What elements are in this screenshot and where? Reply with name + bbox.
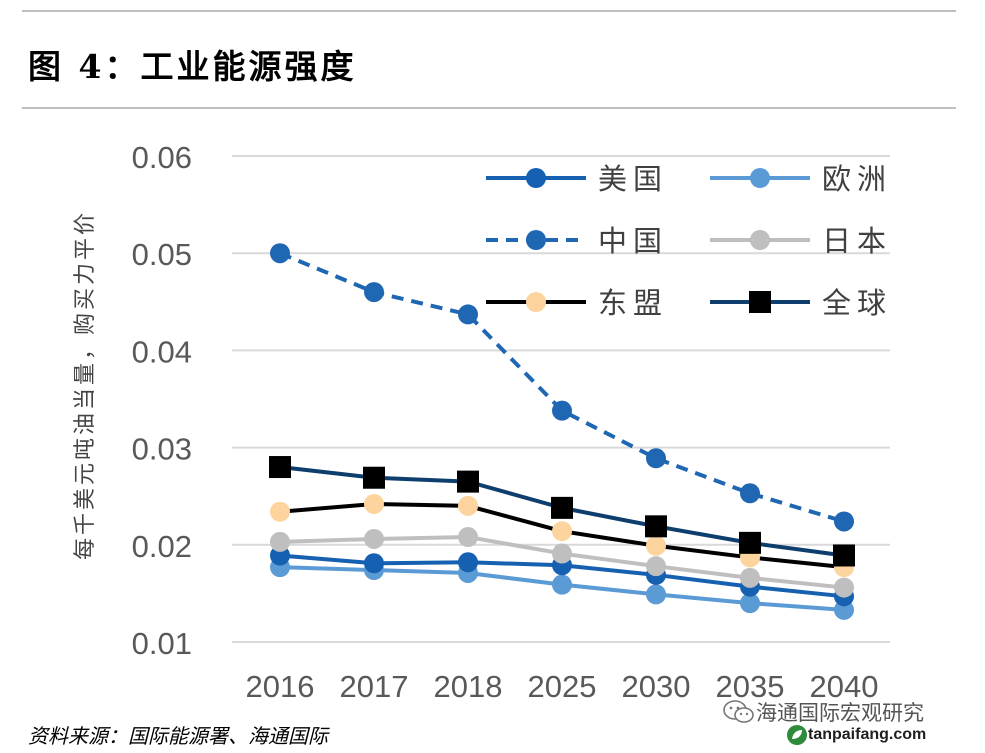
site-watermark: tanpaifang.com	[786, 724, 927, 746]
watermark: 海通国际宏观研究	[722, 695, 924, 729]
legend-item: 东盟	[486, 286, 668, 320]
x-tick-label: 2017	[340, 669, 409, 704]
data-point	[364, 553, 384, 574]
data-point	[457, 470, 479, 493]
series-lines	[269, 243, 855, 620]
legend-item: 全球	[710, 286, 892, 320]
y-tick-label: 0.06	[132, 140, 192, 175]
legend-label: 美国	[598, 162, 668, 196]
legend-label: 中国	[598, 224, 668, 258]
legend-item: 欧洲	[710, 162, 892, 196]
legend-label: 全球	[822, 286, 892, 320]
series-4	[270, 527, 854, 598]
data-point	[552, 400, 572, 421]
y-tick-label: 0.04	[132, 334, 192, 369]
y-tick-label: 0.01	[132, 626, 192, 661]
data-point	[364, 493, 384, 514]
wechat-icon	[723, 700, 754, 723]
legend-label: 东盟	[598, 286, 668, 320]
x-tick-label: 2040	[810, 669, 879, 704]
data-point	[364, 282, 384, 303]
series-6	[269, 456, 855, 567]
data-point	[551, 496, 573, 519]
data-point	[646, 556, 666, 577]
watermark-text: 海通国际宏观研究	[756, 701, 924, 725]
data-point	[646, 448, 666, 469]
x-tick-label: 2016	[246, 669, 315, 704]
data-point	[740, 483, 760, 504]
data-point	[646, 584, 666, 605]
figure-title: 图 4：工业能源强度	[28, 47, 357, 86]
data-point	[552, 543, 572, 564]
x-tick-label: 2030	[622, 669, 691, 704]
legend-item: 美国	[486, 162, 668, 196]
data-point	[552, 521, 572, 542]
legend-marker	[526, 168, 546, 188]
x-tick-label: 2025	[528, 669, 597, 704]
data-point	[740, 593, 760, 614]
data-point	[270, 243, 290, 264]
data-point	[552, 574, 572, 595]
legend-label: 日本	[822, 224, 892, 258]
data-point	[458, 527, 478, 548]
legend-marker	[749, 291, 771, 313]
data-point	[834, 577, 854, 598]
data-point	[740, 567, 760, 588]
legend-item: 中国	[486, 224, 668, 258]
data-point	[833, 544, 855, 567]
legend-item: 日本	[710, 224, 892, 258]
data-point	[458, 552, 478, 573]
data-point	[270, 501, 290, 522]
y-tick-label: 0.03	[132, 432, 192, 467]
data-point	[646, 535, 666, 556]
data-point	[363, 466, 385, 489]
series-3	[270, 243, 854, 532]
legend-marker	[750, 230, 770, 250]
x-axis-ticks: 2016 2017 2018 2025 2030 2035 2040	[246, 669, 879, 704]
legend-marker	[750, 168, 770, 188]
data-point	[269, 456, 291, 479]
x-tick-label: 2018	[434, 669, 503, 704]
data-point	[834, 511, 854, 532]
site-url: tanpaifang.com	[808, 726, 927, 743]
y-axis-ticks: 0.01 0.02 0.03 0.04 0.05 0.06	[132, 140, 192, 661]
y-tick-label: 0.02	[132, 529, 192, 564]
source-note: 资料来源：国际能源署、海通国际	[28, 724, 328, 748]
series-5	[270, 493, 854, 578]
legend-marker	[526, 292, 546, 312]
data-point	[270, 531, 290, 552]
x-tick-label: 2035	[716, 669, 785, 704]
data-point	[364, 528, 384, 549]
y-tick-label: 0.05	[132, 237, 192, 272]
data-point	[645, 515, 667, 538]
leaf-logo-icon	[787, 725, 807, 745]
top-rule	[22, 10, 956, 12]
legend-marker	[526, 230, 546, 250]
title-rule	[22, 107, 956, 109]
y-axis-label: 每千美元吨油当量，购买力平价	[73, 210, 98, 560]
data-point	[458, 495, 478, 516]
data-point	[739, 531, 761, 554]
legend-label: 欧洲	[822, 162, 892, 196]
data-point	[458, 304, 478, 325]
